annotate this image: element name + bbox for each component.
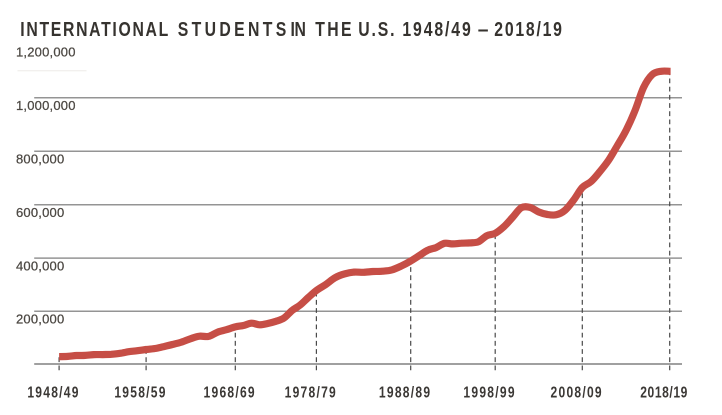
svg-text:1,200,000: 1,200,000 xyxy=(16,45,76,60)
svg-text:1978/79: 1978/79 xyxy=(285,383,337,401)
svg-text:600,000: 600,000 xyxy=(16,205,64,220)
svg-text:1,000,000: 1,000,000 xyxy=(16,98,76,113)
svg-text:1948/49: 1948/49 xyxy=(27,383,79,401)
svg-text:IN: IN xyxy=(291,17,306,41)
svg-text:1958/59: 1958/59 xyxy=(114,383,166,401)
svg-text:1998/99: 1998/99 xyxy=(463,383,515,401)
svg-text:INTERNATIONAL: INTERNATIONAL xyxy=(20,17,170,41)
svg-text:200,000: 200,000 xyxy=(16,312,64,327)
svg-text:–: – xyxy=(478,18,489,41)
svg-text:1988/89: 1988/89 xyxy=(379,383,431,401)
svg-text:2018/19: 2018/19 xyxy=(494,17,563,41)
svg-text:800,000: 800,000 xyxy=(16,152,64,167)
svg-text:STUDENTS: STUDENTS xyxy=(178,17,290,41)
svg-text:1948/49: 1948/49 xyxy=(402,17,472,41)
svg-text:2018/19: 2018/19 xyxy=(640,383,688,401)
svg-text:400,000: 400,000 xyxy=(16,258,64,273)
svg-text:THE: THE xyxy=(315,17,354,41)
svg-text:U.S.: U.S. xyxy=(358,17,396,41)
svg-text:1968/69: 1968/69 xyxy=(204,383,256,401)
svg-text:2008/09: 2008/09 xyxy=(551,383,603,401)
